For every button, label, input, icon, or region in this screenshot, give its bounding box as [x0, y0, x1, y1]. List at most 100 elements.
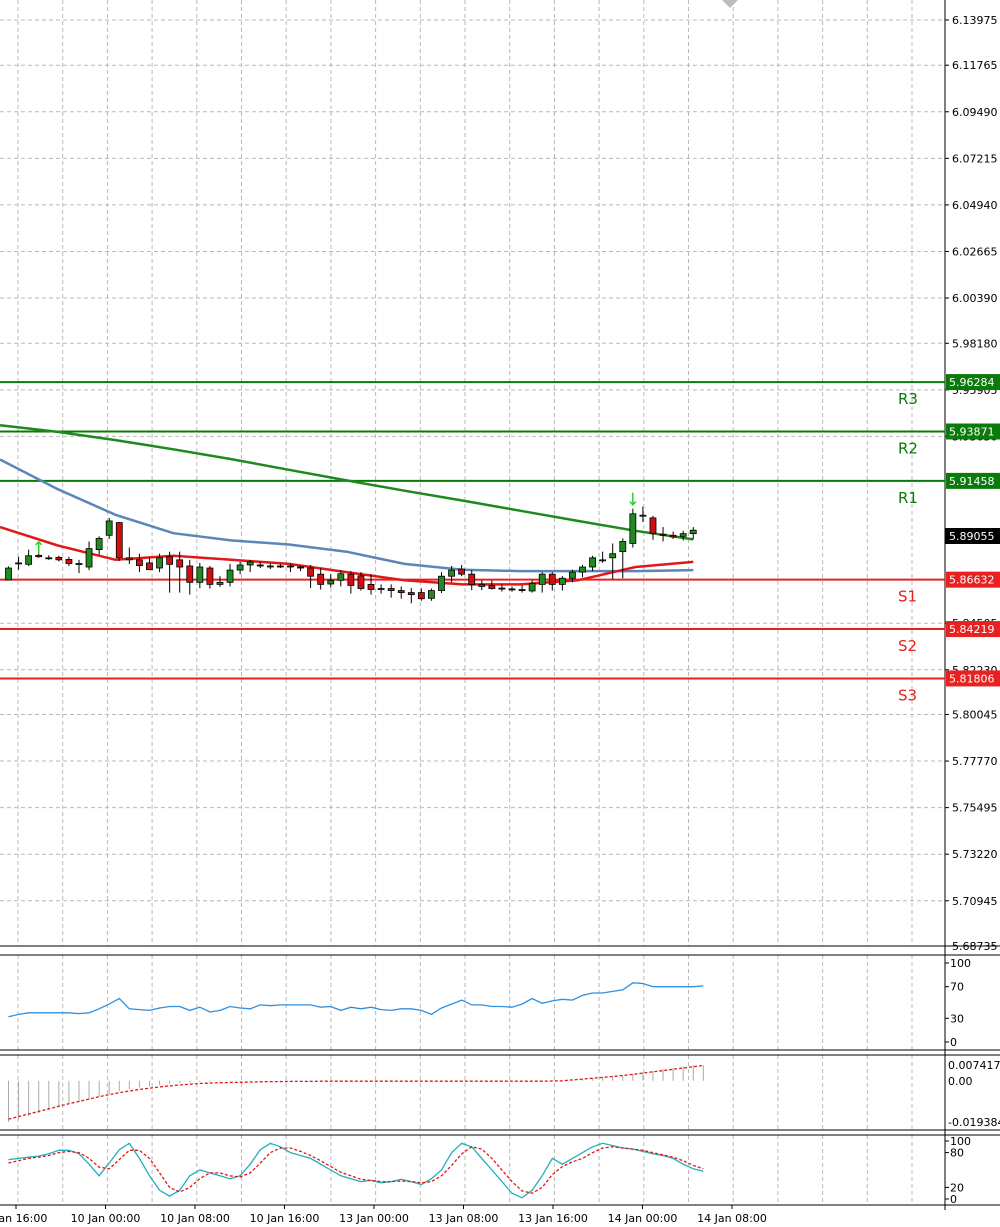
candle — [438, 572, 445, 594]
candle — [579, 564, 586, 578]
candle — [146, 556, 153, 571]
level-price-box — [946, 571, 1000, 588]
candle-body — [609, 553, 617, 559]
time-tick-label: 14 Jan 00:00 — [608, 1212, 678, 1225]
candle-body — [357, 575, 365, 589]
stoch-tick-label: 20 — [950, 1181, 964, 1194]
candle-body — [136, 559, 143, 566]
macd-signal-line — [8, 1064, 704, 1120]
candle — [105, 517, 113, 539]
price-tick-label: 6.09490 — [952, 106, 998, 119]
level-price-text: 5.86632 — [949, 574, 995, 587]
candle — [236, 561, 244, 575]
level-price-text: 5.93871 — [949, 425, 995, 438]
current-price-tag: 5.89055 — [945, 528, 1000, 544]
candle-body — [337, 573, 345, 581]
candle — [488, 580, 496, 590]
candle-body — [538, 573, 546, 585]
candle-body — [478, 584, 486, 587]
candle — [478, 580, 486, 591]
candle — [548, 572, 556, 591]
candle-body — [125, 557, 133, 561]
candle-body — [377, 588, 385, 590]
price-tick-label: 5.80045 — [952, 708, 998, 721]
candle-body — [307, 567, 315, 577]
candle-body — [196, 566, 204, 583]
candle — [649, 515, 657, 540]
candle-body — [639, 514, 647, 517]
candle — [15, 556, 22, 570]
price-tick-label: 6.13975 — [952, 14, 998, 27]
rsi-panel: 100 70 30 0 — [8, 957, 971, 1049]
candle-body — [297, 566, 304, 569]
candle — [377, 584, 385, 594]
candle-body — [115, 522, 123, 559]
buy-arrow-icon — [35, 540, 43, 554]
candle — [226, 563, 234, 587]
price-tick-label: 6.04940 — [952, 199, 998, 212]
candle-body — [176, 559, 184, 568]
candle-body — [276, 565, 284, 568]
macd-panel: 0.007417 0.00 -0.019384 — [8, 1059, 1000, 1129]
price-tick-label: 6.07215 — [952, 152, 998, 165]
candle-body — [85, 548, 93, 568]
chart-grid — [0, 0, 945, 1205]
candle — [196, 562, 204, 589]
time-tick-label: 10 Jan 08:00 — [160, 1212, 230, 1225]
level-price-tags: 5.96284 5.93871 5.91458 5.86632 5.84219 5.818… — [946, 374, 1000, 687]
current-price-box — [945, 528, 1000, 544]
candle-body — [649, 517, 657, 534]
stoch-signal-line — [8, 1146, 704, 1194]
candle — [327, 574, 335, 588]
price-tick-label: 5.70945 — [952, 895, 998, 908]
current-price-text: 5.89055 — [949, 530, 995, 543]
candle-body — [619, 541, 627, 553]
candle-body — [508, 588, 516, 591]
candle — [85, 541, 93, 571]
rsi-tick-label: 100 — [950, 957, 971, 970]
candle — [136, 553, 143, 573]
candle — [337, 570, 345, 587]
ma-slow-line — [0, 423, 694, 541]
candle-body — [599, 559, 607, 562]
time-tick-label: 14 Jan 08:00 — [697, 1212, 767, 1225]
level-price-text: 5.84219 — [949, 623, 995, 636]
candle-body — [689, 529, 697, 535]
candle-body — [458, 568, 466, 575]
candle — [287, 563, 294, 573]
time-axis: 9 Jan 16:00 10 Jan 00:00 10 Jan 08:00 10 Ja… — [0, 1205, 767, 1225]
candle — [609, 543, 617, 580]
time-tick-label: 13 Jan 00:00 — [339, 1212, 409, 1225]
macd-tick-label: 0.00 — [948, 1075, 973, 1088]
candle-body — [166, 556, 174, 565]
level-price-text: 5.91458 — [949, 475, 995, 488]
candle — [65, 556, 73, 566]
candle-body — [186, 565, 194, 583]
ma-mid-line — [0, 458, 694, 573]
candle — [448, 565, 455, 583]
level-price-box — [946, 621, 1000, 638]
level-label-s1: S1 — [898, 588, 917, 606]
candle-body — [488, 585, 496, 589]
candle-body — [528, 582, 536, 592]
candle-body — [5, 567, 12, 581]
level-label-s2: S2 — [898, 637, 917, 655]
moving-averages — [0, 423, 694, 586]
candle-body — [256, 564, 264, 567]
candle — [266, 563, 274, 570]
time-tick-label: 10 Jan 00:00 — [71, 1212, 141, 1225]
candle-body — [347, 573, 355, 586]
candle-body — [498, 587, 506, 590]
candle — [25, 549, 33, 566]
candle — [45, 555, 53, 560]
macd-tick-label: 0.007417 — [948, 1059, 1000, 1072]
candle-body — [659, 533, 667, 536]
price-tick-label: 5.77770 — [952, 755, 998, 768]
candle-body — [25, 555, 33, 565]
candle-body — [589, 557, 596, 568]
scroll-marker-icon[interactable] — [722, 0, 738, 8]
candle-body — [55, 556, 63, 561]
time-tick-label: 13 Jan 08:00 — [429, 1212, 499, 1225]
candle-body — [327, 579, 335, 585]
